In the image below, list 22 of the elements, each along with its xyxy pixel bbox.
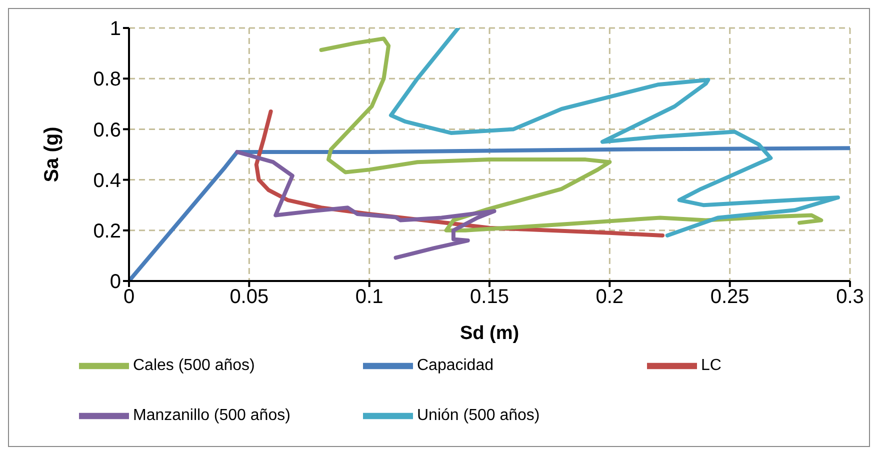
- legend-label: Cales (500 años): [133, 356, 256, 376]
- x-tick-label: 0.05: [230, 286, 269, 308]
- y-axis-title: Sa (g): [41, 126, 64, 182]
- y-tick-label: 0.8: [93, 68, 121, 91]
- legend-label: Capacidad: [417, 356, 494, 376]
- x-tick-label: 0.25: [710, 286, 750, 308]
- line-series: [319, 36, 824, 232]
- legend-label: Unión (500 años): [417, 406, 541, 426]
- legend-label: Manzanillo (500 años): [133, 406, 292, 426]
- line-series: [388, 28, 840, 238]
- x-axis-title: Sd (m): [460, 323, 520, 344]
- x-tick-label: 0.2: [596, 286, 624, 308]
- y-tick-label: 0: [110, 271, 121, 294]
- legend-label: LC: [701, 356, 722, 376]
- y-tick-label: 1: [110, 18, 121, 40]
- x-tick-label: 0.1: [355, 286, 384, 308]
- line-series: [235, 150, 496, 260]
- y-tick-label: 0.4: [93, 170, 121, 192]
- x-tick-label: 0.15: [470, 286, 509, 308]
- x-tick-label: 0.3: [836, 286, 864, 308]
- y-tick-label: 0.2: [93, 220, 121, 242]
- y-tick-label: 0.6: [93, 119, 121, 142]
